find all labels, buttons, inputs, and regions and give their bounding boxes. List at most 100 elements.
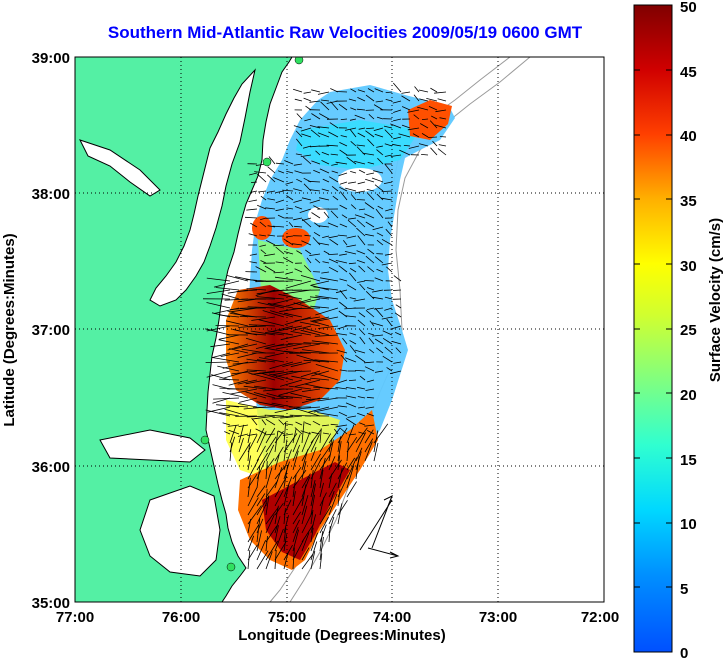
velocity-vector	[420, 123, 429, 129]
velocity-vector	[376, 268, 384, 273]
velocity-vector	[290, 361, 312, 368]
velocity-vector	[348, 181, 357, 184]
velocity-vector	[264, 265, 276, 273]
velocity-vector	[401, 95, 411, 102]
velocity-vector	[346, 284, 357, 291]
velocity-vector	[309, 199, 321, 204]
velocity-vector	[245, 391, 267, 399]
velocity-vector	[337, 441, 342, 462]
grid-lines	[75, 57, 604, 602]
velocity-vector	[338, 172, 348, 177]
velocity-vector	[384, 307, 393, 311]
velocity-vector	[328, 493, 338, 516]
velocity-vector	[283, 251, 294, 255]
velocity-vector	[267, 166, 276, 174]
velocity-vector	[319, 168, 330, 174]
velocity-vector	[347, 219, 357, 228]
velocity-vector	[373, 127, 384, 131]
velocity-vector	[365, 309, 375, 318]
velocity-vector	[258, 319, 285, 327]
velocity-vector	[265, 540, 278, 561]
velocity-vector	[278, 419, 285, 426]
velocity-vector	[346, 235, 357, 239]
velocity-vector	[368, 337, 375, 345]
velocity-vector	[247, 487, 258, 507]
radar-site-marker	[200, 435, 210, 445]
velocity-vector	[301, 421, 305, 444]
velocity-vector	[346, 465, 355, 489]
velocity-hotspot-2	[282, 228, 310, 248]
velocity-vector	[359, 329, 366, 336]
velocity-vector	[257, 302, 285, 309]
velocity-vector	[338, 301, 348, 309]
velocity-vector	[274, 549, 277, 570]
velocity-vector	[319, 524, 327, 543]
velocity-vector	[274, 276, 303, 282]
velocity-vector	[315, 150, 321, 156]
velocity-vector	[279, 379, 303, 387]
velocity-vector	[260, 260, 267, 264]
velocity-vector	[280, 415, 303, 419]
velocity-vector	[331, 163, 339, 166]
velocity-vector	[310, 480, 316, 498]
velocity-vector	[303, 342, 330, 345]
velocity-vector	[292, 444, 301, 462]
velocity-vector	[265, 461, 268, 480]
velocity-vector	[292, 307, 321, 310]
velocity-vector	[313, 386, 339, 390]
velocity-vector	[282, 189, 294, 192]
velocity-vector	[267, 198, 276, 201]
velocity-vector	[249, 261, 258, 264]
velocity-vector	[376, 239, 384, 246]
velocity-vector	[359, 375, 366, 381]
velocity-vector	[398, 133, 411, 138]
velocity-vector	[256, 445, 266, 462]
velocity-vector	[218, 339, 240, 345]
velocity-vector	[310, 470, 314, 489]
velocity-vector	[438, 144, 447, 147]
velocity-vector	[369, 348, 375, 354]
velocity-vector	[371, 322, 384, 327]
velocity-vector	[377, 205, 384, 210]
velocity-vector	[303, 265, 312, 273]
velocity-vector	[300, 275, 321, 282]
velocity-vector	[275, 208, 285, 212]
velocity-vector	[385, 99, 393, 102]
velocity-vector	[430, 147, 438, 156]
velocity-vector	[311, 370, 330, 377]
velocity-vector	[437, 148, 447, 156]
velocity-vector	[283, 238, 294, 246]
velocity-vector	[283, 439, 288, 462]
velocity-vector	[213, 397, 240, 400]
velocity-vector	[283, 257, 294, 264]
velocity-vector	[317, 397, 339, 402]
velocity-vector	[206, 289, 231, 294]
velocity-vector	[376, 347, 384, 354]
velocity-vector	[275, 261, 285, 264]
velocity-vector	[269, 310, 294, 318]
velocity-vector	[392, 341, 402, 345]
velocity-vector	[319, 469, 324, 489]
velocity-vector	[205, 361, 231, 363]
velocity-vector	[305, 397, 330, 401]
velocity-vector	[356, 219, 366, 228]
velocity-vector	[292, 434, 301, 453]
velocity-vector	[365, 178, 375, 183]
colorbar-ticks: 50 45 40 35 30 25 20 15 10 5 0	[680, 0, 697, 659]
velocity-vector	[283, 483, 290, 507]
velocity-vector	[338, 411, 348, 417]
velocity-vector	[385, 208, 393, 212]
velocity-vector	[317, 91, 330, 95]
velocity-vector	[294, 225, 303, 228]
velocity-vector	[314, 334, 339, 337]
velocity-vector	[245, 379, 267, 385]
velocity-vector	[266, 393, 285, 399]
velocity-vector	[255, 266, 267, 273]
velocity-vector	[278, 293, 303, 300]
velocity-vector	[265, 514, 275, 534]
velocity-vector	[283, 527, 287, 543]
velocity-vector	[254, 171, 267, 174]
x-tick-label: 73:00	[479, 609, 517, 626]
velocity-vector	[328, 473, 333, 489]
velocity-vector	[337, 462, 348, 480]
